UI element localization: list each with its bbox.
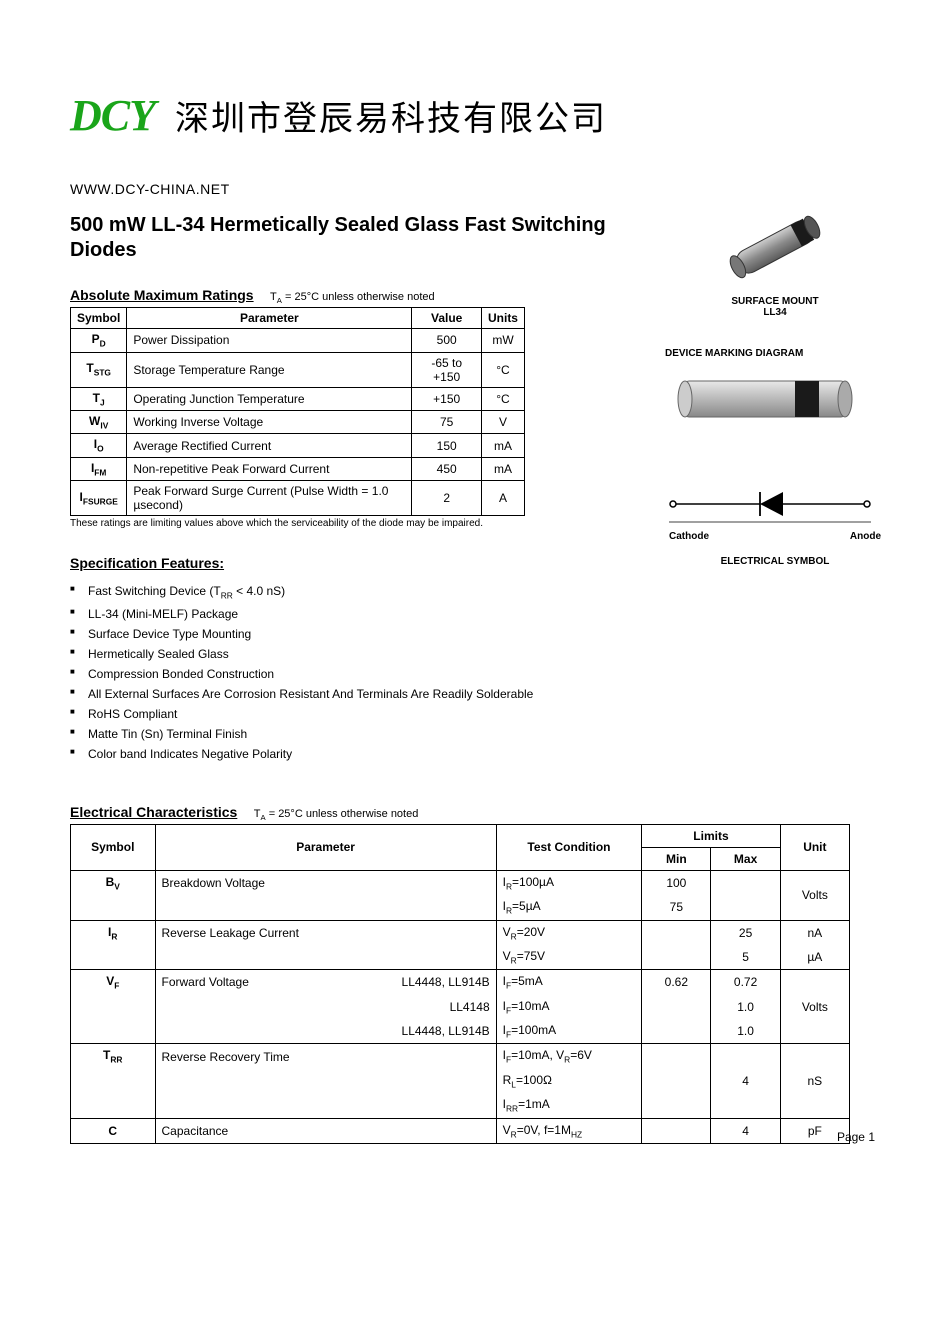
page-number: Page 1 (837, 1130, 875, 1144)
table-row: PDPower Dissipation500mW (71, 329, 525, 352)
col-value: Value (412, 308, 482, 329)
company-name-cn: 深圳市登辰易科技有限公司 (175, 91, 607, 140)
table-header-row: Symbol Parameter Value Units (71, 308, 525, 329)
list-item: RoHS Compliant (70, 704, 615, 724)
header: DCY 深圳市登辰易科技有限公司 (70, 90, 885, 141)
ratings-table: Symbol Parameter Value Units PDPower Dis… (70, 307, 525, 516)
electrical-symbol-heading: ELECTRICAL SYMBOL (665, 556, 885, 567)
ratings-footnote: These ratings are limiting values above … (70, 518, 615, 529)
col-condition: Test Condition (496, 824, 642, 870)
col-limits: Limits (642, 824, 780, 847)
list-item: Surface Device Type Mounting (70, 624, 615, 644)
list-item: Color band Indicates Negative Polarity (70, 744, 615, 764)
table-row: TRRReverse Recovery TimeIF=10mA, VR=6VnS (71, 1044, 850, 1069)
table-row: BVBreakdown VoltageIR=100µA100Volts (71, 870, 850, 895)
company-url: WWW.DCY-CHINA.NET (70, 181, 885, 197)
anode-label: Anode (850, 531, 881, 542)
table-row: LL4448, LL914BIF=100mA1.0 (71, 1019, 850, 1044)
marking-heading: DEVICE MARKING DIAGRAM (665, 348, 885, 359)
table-row: VR=75V5µA (71, 945, 850, 970)
ratings-note: TA = 25°C unless otherwise noted (270, 291, 435, 303)
table-row: TJOperating Junction Temperature+150°C (71, 387, 525, 410)
list-item: LL-34 (Mini-MELF) Package (70, 604, 615, 624)
list-item: Compression Bonded Construction (70, 664, 615, 684)
table-row: IFSURGEPeak Forward Surge Current (Pulse… (71, 481, 525, 516)
table-row: IRReverse Leakage CurrentVR=20V25nA (71, 920, 850, 945)
list-item: All External Surfaces Are Corrosion Resi… (70, 684, 615, 704)
ratings-heading: Absolute Maximum Ratings (70, 287, 254, 303)
col-unit: Unit (780, 824, 849, 870)
features-list: Fast Switching Device (TRR < 4.0 nS)LL-3… (70, 581, 615, 763)
table-row: LL4148IF=10mA1.0 (71, 995, 850, 1019)
col-parameter: Parameter (155, 824, 496, 870)
table-row: IFMNon-repetitive Peak Forward Current45… (71, 457, 525, 480)
cathode-label: Cathode (669, 531, 709, 542)
table-row: VFForward VoltageLL4448, LL914BIF=5mA0.6… (71, 970, 850, 995)
table-row: TSTGStorage Temperature Range-65 to +150… (71, 352, 525, 387)
col-parameter: Parameter (127, 308, 412, 329)
page-title: 500 mW LL-34 Hermetically Sealed Glass F… (70, 213, 615, 263)
col-max: Max (711, 847, 780, 870)
table-row: IRR=1mA (71, 1093, 850, 1118)
list-item: Hermetically Sealed Glass (70, 644, 615, 664)
table-row: IR=5µA75 (71, 895, 850, 920)
features-heading: Specification Features: (70, 555, 615, 571)
logo-text: DCY (70, 90, 155, 141)
col-symbol: Symbol (71, 824, 156, 870)
list-item: Fast Switching Device (TRR < 4.0 nS) (70, 581, 615, 603)
marking-diagram (665, 369, 885, 434)
list-item: Matte Tin (Sn) Terminal Finish (70, 724, 615, 744)
electrical-characteristics-table: Symbol Parameter Test Condition Limits U… (70, 824, 850, 1144)
elec-heading: Electrical Characteristics (70, 804, 237, 820)
package-3d-image (665, 207, 885, 292)
table-row: RL=100Ω4 (71, 1069, 850, 1093)
table-row: WIVWorking Inverse Voltage75V (71, 410, 525, 433)
col-units: Units (481, 308, 524, 329)
elec-note: TA = 25°C unless otherwise noted (254, 808, 419, 820)
table-row: IOAverage Rectified Current150mA (71, 434, 525, 457)
electrical-symbol-diagram: Cathode Anode ELECTRICAL SYMBOL (665, 484, 885, 567)
package-label: SURFACE MOUNT LL34 (665, 296, 885, 318)
table-row: CCapacitanceVR=0V, f=1MHZ4pF (71, 1118, 850, 1143)
col-symbol: Symbol (71, 308, 127, 329)
col-min: Min (642, 847, 711, 870)
